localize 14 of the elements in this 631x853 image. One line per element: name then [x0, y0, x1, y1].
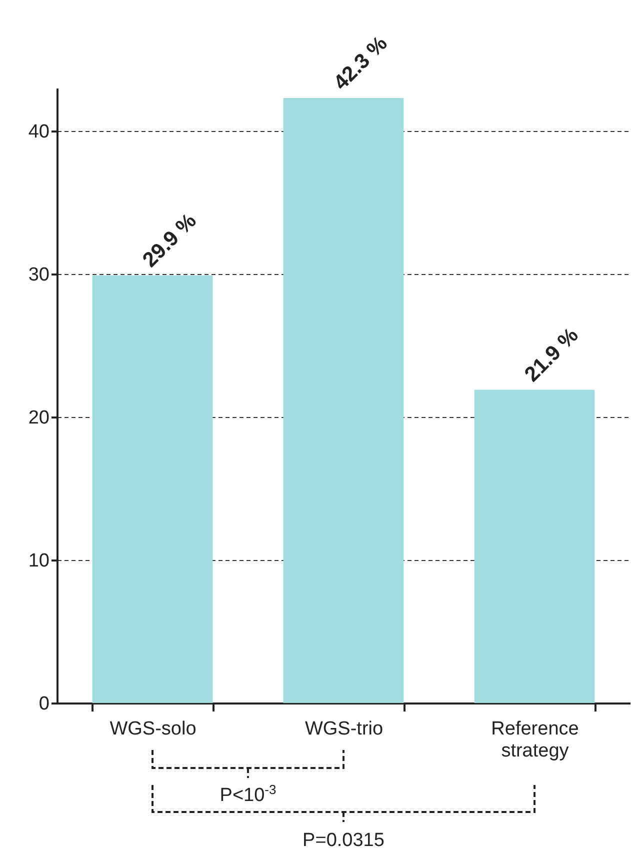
data-label: 42.3 %: [329, 32, 392, 94]
bar: [283, 98, 404, 703]
x-tick-label: WGS-solo: [110, 718, 196, 740]
y-tick-label: 30: [28, 264, 50, 286]
bar: [92, 275, 213, 703]
text: P<10$^{-3}$: [220, 782, 276, 806]
text: P=0.0315: [302, 830, 384, 851]
y-tick-label: 10: [28, 550, 50, 572]
y-tick-label: 0: [38, 694, 50, 714]
y-tick-label: 40: [28, 121, 50, 142]
y-tick-label: 20: [28, 407, 50, 428]
x-tick-label: WGS-trio: [304, 718, 384, 740]
x-tick-label: Reference strategy: [491, 718, 579, 762]
bar: [474, 390, 595, 703]
